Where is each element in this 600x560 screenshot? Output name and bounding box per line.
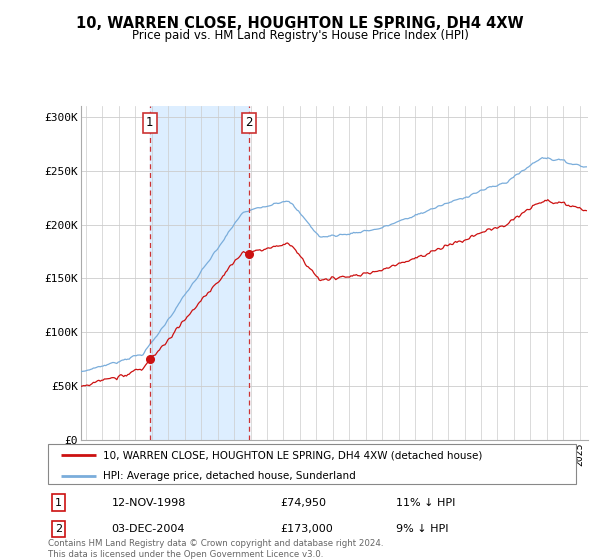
Text: 03-DEC-2004: 03-DEC-2004 — [112, 524, 185, 534]
Text: 11% ↓ HPI: 11% ↓ HPI — [397, 498, 456, 507]
Text: £173,000: £173,000 — [280, 524, 333, 534]
Text: Price paid vs. HM Land Registry's House Price Index (HPI): Price paid vs. HM Land Registry's House … — [131, 29, 469, 42]
Text: 1: 1 — [146, 116, 154, 129]
Text: HPI: Average price, detached house, Sunderland: HPI: Average price, detached house, Sund… — [103, 470, 356, 480]
Text: 10, WARREN CLOSE, HOUGHTON LE SPRING, DH4 4XW (detached house): 10, WARREN CLOSE, HOUGHTON LE SPRING, DH… — [103, 450, 483, 460]
Text: 2: 2 — [55, 524, 62, 534]
Text: 2: 2 — [245, 116, 253, 129]
Bar — [150, 106, 249, 440]
Text: Contains HM Land Registry data © Crown copyright and database right 2024.
This d: Contains HM Land Registry data © Crown c… — [48, 539, 383, 559]
Text: 12-NOV-1998: 12-NOV-1998 — [112, 498, 186, 507]
Text: £74,950: £74,950 — [280, 498, 326, 507]
Text: 9% ↓ HPI: 9% ↓ HPI — [397, 524, 449, 534]
FancyBboxPatch shape — [48, 444, 576, 484]
Text: 10, WARREN CLOSE, HOUGHTON LE SPRING, DH4 4XW: 10, WARREN CLOSE, HOUGHTON LE SPRING, DH… — [76, 16, 524, 31]
Text: 1: 1 — [55, 498, 62, 507]
